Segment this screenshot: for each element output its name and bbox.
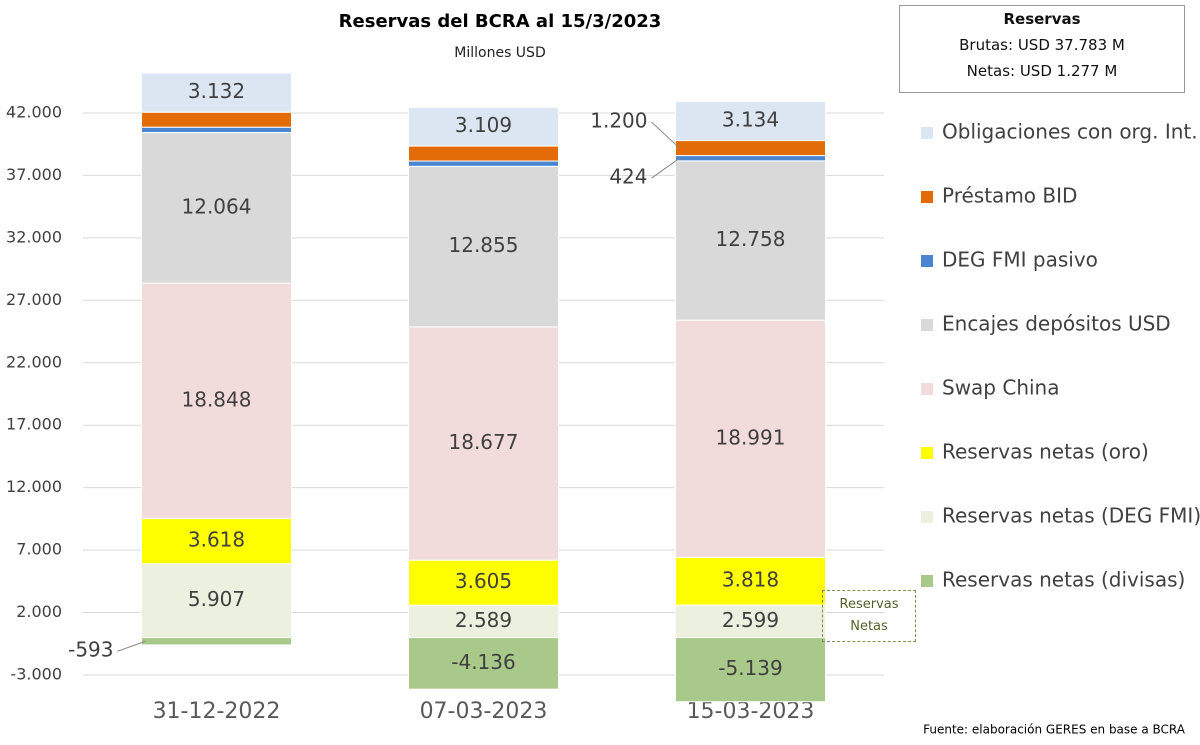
legend-swatch [921, 319, 933, 331]
data-label: -5.139 [718, 656, 782, 680]
bar-segment [141, 126, 292, 133]
data-label: 12.064 [182, 194, 252, 218]
data-label: 1.200 [590, 109, 647, 133]
bar-segment [141, 72, 292, 113]
legend-label: DEG FMI pasivo [942, 248, 1098, 272]
y-tick-label: 2.000 [16, 602, 62, 621]
info-line: Netas: USD 1.277 M [966, 62, 1118, 80]
legend-label: Reservas netas (divisas) [942, 568, 1185, 592]
bar-segment [408, 160, 559, 167]
legend-label: Préstamo BID [942, 184, 1077, 208]
bar-segment [408, 165, 559, 328]
bar-segment [675, 160, 826, 321]
y-tick-label: 42.000 [6, 102, 62, 121]
data-label: 424 [609, 165, 647, 189]
y-tick-label: -3.000 [10, 665, 62, 684]
bar-segment [141, 637, 292, 646]
bar-segment [675, 637, 826, 703]
bar-segment [675, 155, 826, 162]
leader-line [651, 157, 680, 179]
data-label: 3.605 [455, 569, 512, 593]
bar-segment [675, 100, 826, 142]
bar-segment [408, 106, 559, 147]
x-tick-label: 31-12-2022 [153, 699, 281, 724]
y-tick-label: 27.000 [6, 290, 62, 309]
x-tick-label: 07-03-2023 [420, 699, 548, 724]
data-label: 3.109 [455, 113, 512, 137]
bar-segment [408, 604, 559, 639]
data-label: -593 [68, 638, 113, 662]
y-tick-label: 37.000 [6, 165, 62, 184]
data-label: 5.907 [188, 587, 245, 611]
data-label: 3.132 [188, 79, 245, 103]
data-label: 18.677 [449, 430, 519, 454]
legend-label: Swap China [942, 376, 1060, 400]
leader-line [651, 121, 680, 149]
y-tick-label: 17.000 [6, 415, 62, 434]
data-label: 12.855 [449, 233, 519, 257]
legend-swatch [921, 127, 933, 139]
legend-swatch [921, 511, 933, 523]
bar-segment [141, 563, 292, 639]
data-label: 2.599 [722, 608, 779, 632]
data-label: 18.991 [716, 425, 786, 449]
legend-swatch [921, 447, 933, 459]
bar-segment [675, 140, 826, 157]
legend-swatch [921, 191, 933, 203]
bar-segment [675, 604, 826, 639]
legend-label: Encajes depósitos USD [942, 312, 1171, 336]
legend-label: Reservas netas (oro) [942, 440, 1149, 464]
info-box: Reservas Brutas: USD 37.783 M Netas: USD… [899, 5, 1185, 93]
x-tick-label: 15-03-2023 [687, 699, 815, 724]
y-tick-label: 12.000 [6, 477, 62, 496]
data-label: 3.618 [188, 528, 245, 552]
bar-segment [408, 145, 559, 162]
chart-title: Reservas del BCRA al 15/3/2023 [339, 11, 662, 32]
legend-swatch [921, 575, 933, 587]
bar-segment [408, 637, 559, 690]
data-label: 3.134 [722, 107, 779, 131]
y-tick-label: 7.000 [16, 540, 62, 559]
y-tick-label: 22.000 [6, 352, 62, 371]
legend-swatch [921, 255, 933, 267]
legend-label: Reservas netas (DEG FMI) [942, 504, 1200, 528]
bar-segment [675, 556, 826, 606]
y-tick-label: 32.000 [6, 227, 62, 246]
info-title: Reservas [1003, 10, 1081, 28]
leader-line [117, 640, 146, 652]
legend-label: Obligaciones con org. Int. [942, 120, 1198, 144]
annotation: Reservas Netas [822, 590, 916, 642]
data-label: 18.848 [182, 387, 252, 411]
bar-segment [675, 319, 826, 558]
legend-swatch [921, 383, 933, 395]
data-label: 3.818 [722, 568, 779, 592]
bar-segment [408, 559, 559, 606]
info-line: Brutas: USD 37.783 M [959, 36, 1125, 54]
data-label: 12.758 [716, 227, 786, 251]
data-label: 2.589 [455, 608, 512, 632]
source: Fuente: elaboración GERES en base a BCRA [923, 723, 1186, 737]
bar-segment [141, 111, 292, 128]
chart-subtitle: Millones USD [454, 45, 545, 61]
data-label: -4.136 [451, 650, 515, 674]
